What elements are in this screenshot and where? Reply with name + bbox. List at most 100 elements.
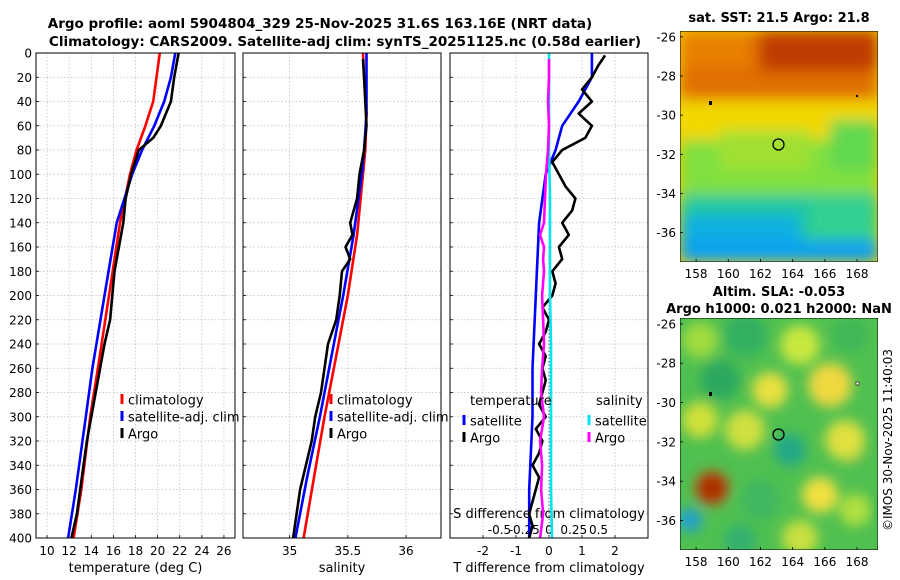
map-x-tick-label: 160: [717, 555, 740, 569]
series-line-salinity-argo: [538, 59, 551, 539]
legend-label: Argo: [128, 428, 158, 443]
sst-land-mark: [856, 95, 858, 97]
legend-label: Argo: [470, 432, 500, 447]
map-x-tick-label: 162: [749, 555, 772, 569]
series-line-argo: [70, 52, 180, 539]
x-tick-label: 2: [611, 544, 619, 558]
sst-profile-marker: [772, 138, 785, 151]
axes-box: [242, 52, 442, 539]
figure-title-line1: Argo profile: aoml 5904804_329 25-Nov-20…: [48, 16, 592, 32]
s-x-tick-label: -0.5: [488, 523, 511, 537]
legend-label: satellite-adj. clim: [337, 411, 449, 426]
x-axis-label: temperature (deg C): [69, 561, 203, 576]
y-tick-label: 80: [17, 144, 32, 158]
x-axis-label: T difference from climatology: [452, 561, 645, 576]
axes-box: [35, 52, 236, 539]
map-y-tick-label: -34: [656, 187, 676, 201]
legend-label: Argo: [337, 428, 367, 443]
temperature-panel: 0 20 40 60 80 100 120 140 160 180 200 220 240 260 280 3…: [9, 47, 240, 577]
y-tick-label: 340: [9, 459, 32, 473]
y-tick-label: 140: [9, 216, 32, 230]
x-tick-label: 26: [216, 544, 231, 558]
sla-map-panel: Altim. SLA: -0.053 Argo h1000: 0.021 h20…: [656, 285, 891, 569]
legend-label: climatology: [128, 394, 204, 409]
y-tick-label: 380: [9, 507, 32, 521]
series-line-temperature-satellite: [527, 53, 594, 538]
y-tick-label: 180: [9, 265, 32, 279]
y-tick-label: 60: [17, 119, 32, 133]
map-y-tick-label: -26: [656, 30, 676, 44]
map-x-tick-label: 160: [717, 267, 740, 281]
map-y-tick-label: -36: [656, 514, 676, 528]
map-y-tick-label: -28: [656, 357, 676, 371]
x-tick-label: 1: [578, 544, 586, 558]
sla-land-mark: [855, 381, 860, 386]
map-y-tick-label: -28: [656, 70, 676, 84]
y-tick-label: 360: [9, 483, 32, 497]
legend-label: satellite-adj. clim: [128, 411, 240, 426]
x-tick-label: 14: [84, 544, 99, 558]
map-x-tick-label: 168: [846, 555, 869, 569]
legend-label: satellite: [470, 415, 522, 430]
s-x-tick-label: -0.25: [509, 523, 540, 537]
map-x-tick-label: 158: [685, 555, 708, 569]
y-tick-label: 120: [9, 192, 32, 206]
map-y-tick-label: -34: [656, 475, 676, 489]
s-x-tick-label: 0.5: [589, 523, 608, 537]
y-tick-label: 400: [9, 532, 32, 546]
map-y-tick-label: -30: [656, 396, 676, 410]
legend-temperature-header: temperature: [470, 394, 552, 409]
y-tick-label: 300: [9, 410, 32, 424]
sst-map-panel: sat. SST: 21.5 Argo: 21.8 158 160 162 164 16…: [656, 11, 878, 281]
y-tick-label: 200: [9, 289, 32, 303]
map-y-tick-label: -32: [656, 435, 676, 449]
axes-box: [449, 52, 649, 539]
map-x-tick-label: 158: [685, 267, 708, 281]
sla-heatmap: [680, 318, 878, 550]
map-x-tick-label: 166: [813, 555, 836, 569]
imos-credit: ©IMOS 30-Nov-2025 11:40:03: [881, 349, 895, 531]
sla-map-title-line1: Altim. SLA: -0.053: [713, 285, 845, 300]
sst-heatmap: [680, 31, 878, 262]
y-tick-label: 320: [9, 435, 32, 449]
y-tick-label: 100: [9, 168, 32, 182]
map-x-tick-label: 166: [813, 267, 836, 281]
legend-salinity-header: salinity: [596, 394, 643, 409]
series-line-temperature-argo: [527, 54, 607, 539]
x-axis-label: salinity: [319, 561, 366, 576]
x-tick-label: 35.5: [334, 544, 361, 558]
y-tick-label: 260: [9, 362, 32, 376]
x-tick-label: 0: [545, 544, 553, 558]
s-x-tick-label: 0.25: [560, 523, 587, 537]
s-axis-label: S difference from climatology: [453, 507, 645, 522]
x-tick-label: 22: [172, 544, 187, 558]
map-y-tick-label: -36: [656, 226, 676, 240]
figure-title-line2: Climatology: CARS2009. Satellite-adj cli…: [49, 34, 641, 50]
x-tick-label: 16: [106, 544, 121, 558]
sst-map-title: sat. SST: 21.5 Argo: 21.8: [688, 11, 869, 26]
x-tick-label: -1: [510, 544, 522, 558]
sla-profile-marker: [772, 428, 785, 441]
y-tick-label: 0: [24, 47, 32, 61]
sla-map-title-line2: Argo h1000: 0.021 h2000: NaN: [666, 302, 892, 317]
x-tick-label: 24: [194, 544, 209, 558]
map-x-tick-label: 164: [781, 267, 804, 281]
sst-map-axes: 158 160 162 164 166 168 -26 -28 -30 -32 -34 -36: [656, 30, 868, 281]
y-tick-label: 220: [9, 313, 32, 327]
sla-land-mark: [709, 392, 712, 396]
sla-map-axes: 158 160 162 164 166 168 -26 -28 -30 -32 -34 -36: [656, 317, 868, 569]
map-y-tick-label: -32: [656, 148, 676, 162]
x-tick-label: 10: [39, 544, 54, 558]
salinity-panel: 35 35.5 36 salinity climatology satellite-adj…: [242, 52, 449, 576]
map-x-tick-label: 168: [846, 267, 869, 281]
x-tick-label: 35: [282, 544, 297, 558]
y-tick-label: 160: [9, 241, 32, 255]
map-y-tick-label: -30: [656, 109, 676, 123]
x-tick-label: 20: [150, 544, 165, 558]
x-tick-label: 12: [62, 544, 77, 558]
legend-label: Argo: [595, 432, 625, 447]
sst-land-mark: [709, 101, 712, 105]
series-line-argo: [291, 59, 368, 539]
